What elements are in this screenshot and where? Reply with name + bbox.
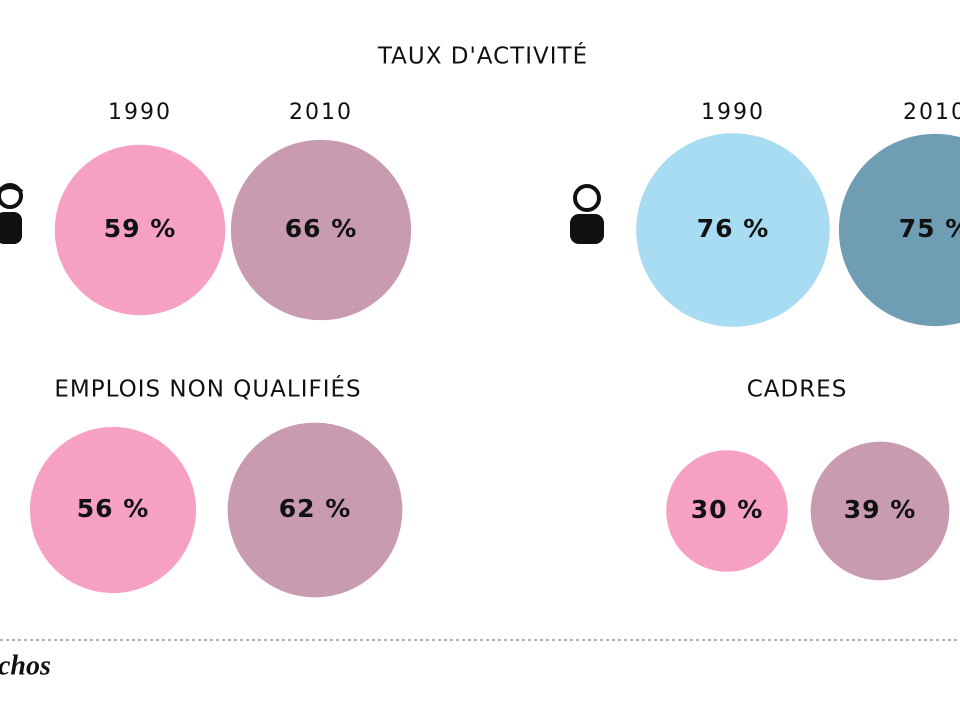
year-label: 2010 — [289, 100, 353, 125]
bubble — [54, 144, 226, 316]
bubble — [666, 450, 788, 572]
bubble — [227, 422, 403, 598]
group-title: CADRES — [747, 377, 848, 403]
group-title: EMPLOIS NON QUALIFIÉS — [54, 375, 361, 403]
bubble — [230, 139, 412, 321]
value-label: 75 % — [899, 214, 960, 243]
value-label: 76 % — [697, 214, 770, 243]
year-label: 2010 — [903, 100, 960, 125]
value-label: 56 % — [77, 494, 150, 523]
bubble — [838, 133, 960, 327]
logo: chos — [0, 650, 51, 681]
bubble — [810, 441, 950, 581]
woman-icon — [0, 183, 24, 244]
value-label: 59 % — [104, 214, 177, 243]
value-label: 66 % — [285, 214, 358, 243]
value-label: 62 % — [279, 494, 352, 523]
value-label: 39 % — [844, 495, 917, 524]
bubble — [29, 426, 197, 594]
man-icon — [570, 184, 604, 244]
value-label: 30 % — [691, 495, 764, 524]
title: TAUX D'ACTIVITÉ — [377, 42, 588, 70]
year-label: 1990 — [108, 100, 172, 125]
year-label: 1990 — [701, 100, 765, 125]
bubble — [636, 133, 830, 327]
